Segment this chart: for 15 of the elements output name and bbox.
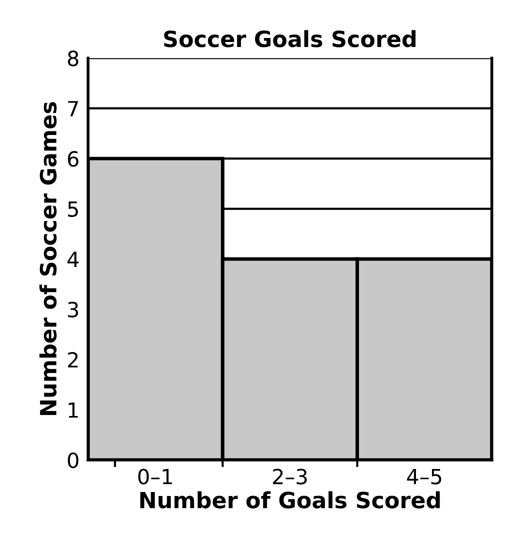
x-tick-label: 4–5 bbox=[407, 468, 442, 484]
y-tick-label: 7 bbox=[68, 101, 78, 116]
y-tick-label: 1 bbox=[68, 402, 78, 418]
x-tick-label: 2–3 bbox=[273, 468, 307, 484]
y-tick-label: 8 bbox=[68, 50, 78, 66]
chart-title: Soccer Goals Scored bbox=[164, 30, 416, 48]
y-axis-title: Number of Soccer Games bbox=[39, 102, 57, 415]
x-tick-label: 0–1 bbox=[138, 468, 172, 484]
y-tick-label: 4 bbox=[67, 252, 79, 267]
y-tick-label: 3 bbox=[68, 302, 78, 318]
y-tick-label: 5 bbox=[68, 202, 78, 218]
y-tick-label: 2 bbox=[68, 352, 78, 368]
x-axis-title: Number of Goals Scored bbox=[140, 491, 440, 508]
y-tick-label: 6 bbox=[68, 151, 78, 167]
y-tick-label: 0 bbox=[68, 452, 78, 468]
